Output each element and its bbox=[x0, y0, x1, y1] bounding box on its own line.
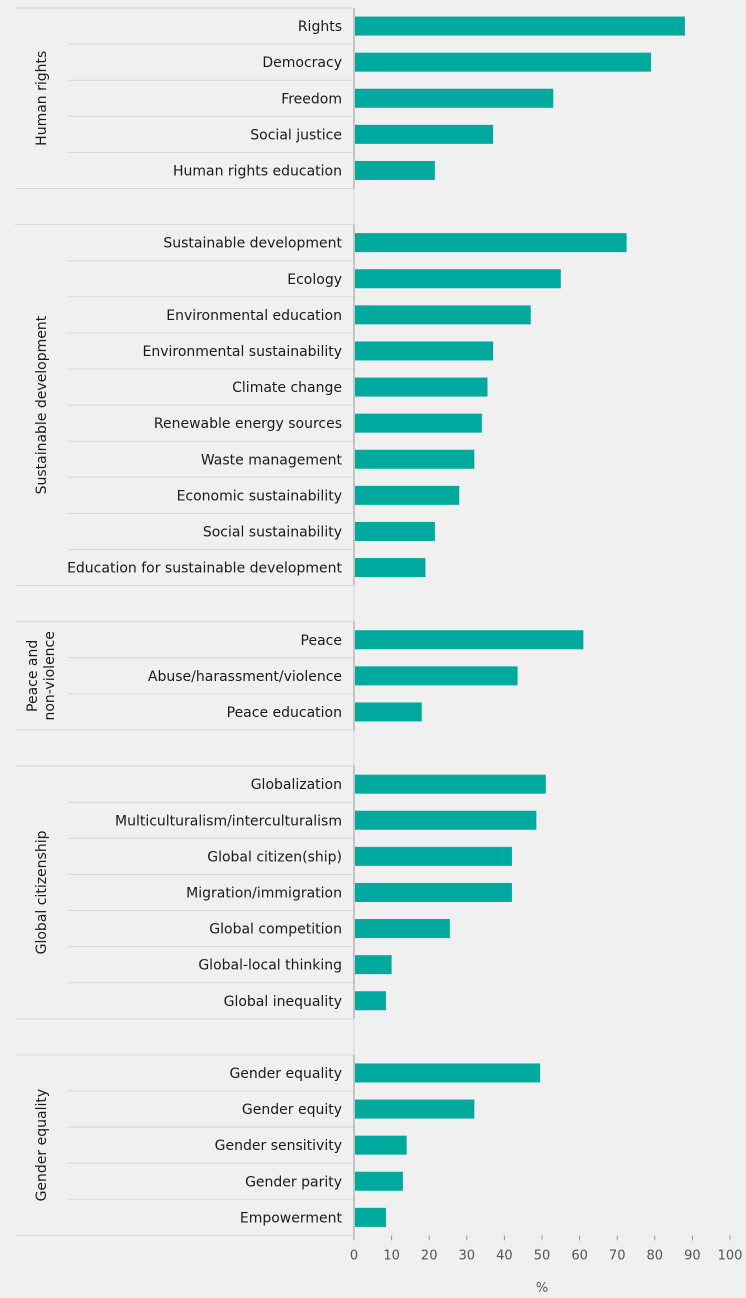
bar bbox=[355, 1099, 475, 1119]
group-label: Peace andnon-violence bbox=[25, 631, 58, 720]
category-label: Freedom bbox=[281, 91, 342, 107]
category-label: Gender equality bbox=[229, 1066, 342, 1082]
category-label: Abuse/harassment/violence bbox=[148, 669, 342, 685]
tick-label: 50 bbox=[534, 1248, 551, 1263]
tick-label: 30 bbox=[459, 1248, 476, 1263]
bar bbox=[355, 485, 460, 505]
tick-label: 40 bbox=[496, 1248, 513, 1263]
bar bbox=[355, 810, 537, 830]
bar bbox=[355, 16, 685, 36]
category-label: Peace education bbox=[227, 705, 342, 721]
separator-lines bbox=[15, 7, 355, 1236]
bar bbox=[355, 702, 422, 722]
bars-layer bbox=[355, 16, 685, 1227]
bar bbox=[355, 449, 475, 469]
bar bbox=[355, 1135, 407, 1155]
group-label: Human rights bbox=[34, 51, 50, 146]
group-label: Global citizenship bbox=[34, 830, 50, 954]
bar bbox=[355, 124, 494, 144]
bar bbox=[355, 377, 488, 397]
category-label: Gender parity bbox=[245, 1174, 342, 1190]
tick-label: 100 bbox=[718, 1248, 743, 1263]
category-label: Social justice bbox=[250, 127, 342, 143]
category-label: Sustainable development bbox=[163, 236, 342, 252]
tick-label: 20 bbox=[421, 1248, 438, 1263]
bar bbox=[355, 52, 652, 72]
category-label: Global citizen(ship) bbox=[207, 849, 342, 865]
bar bbox=[355, 1207, 386, 1227]
category-label: Empowerment bbox=[240, 1210, 343, 1226]
category-label: Global competition bbox=[209, 922, 342, 938]
category-label: Gender sensitivity bbox=[215, 1138, 342, 1154]
bar bbox=[355, 882, 512, 902]
category-label: Waste management bbox=[201, 452, 343, 468]
bar bbox=[355, 521, 435, 541]
tick-label: 80 bbox=[647, 1248, 664, 1263]
bar bbox=[355, 846, 512, 866]
category-label: Globalization bbox=[251, 777, 342, 793]
category-label: Peace bbox=[301, 633, 342, 649]
category-label: Social sustainability bbox=[203, 524, 342, 540]
x-axis-title: % bbox=[536, 1281, 548, 1296]
bar bbox=[355, 88, 554, 108]
bar bbox=[355, 1063, 541, 1083]
bar bbox=[355, 341, 494, 361]
category-label: Rights bbox=[298, 19, 342, 35]
bar bbox=[355, 413, 482, 433]
tick-label: 70 bbox=[609, 1248, 626, 1263]
category-label: Economic sustainability bbox=[177, 488, 342, 504]
bar bbox=[355, 666, 518, 686]
bar bbox=[355, 955, 392, 975]
bar bbox=[355, 630, 584, 650]
bar bbox=[355, 991, 386, 1011]
tick-label: 0 bbox=[350, 1248, 358, 1263]
category-label: Human rights education bbox=[173, 163, 342, 179]
category-label: Global inequality bbox=[224, 994, 342, 1010]
category-label: Environmental sustainability bbox=[142, 344, 342, 360]
tick-label: 60 bbox=[571, 1248, 588, 1263]
category-label: Migration/immigration bbox=[186, 885, 342, 901]
group-label: Sustainable development bbox=[34, 315, 50, 494]
group-label-line: Peace and bbox=[25, 640, 41, 712]
category-labels: Rights Democracy Freedom Social justice Huma… bbox=[67, 19, 342, 1226]
bar bbox=[355, 774, 546, 794]
group-label-line: non-violence bbox=[42, 631, 58, 720]
bar bbox=[355, 919, 450, 939]
category-label: Global-local thinking bbox=[198, 958, 342, 974]
tick-label: 10 bbox=[383, 1248, 400, 1263]
category-label: Multiculturalism/interculturalism bbox=[115, 813, 342, 829]
bar bbox=[355, 269, 561, 289]
bar bbox=[355, 558, 426, 578]
bar bbox=[355, 160, 435, 180]
category-label: Climate change bbox=[232, 380, 342, 396]
bar bbox=[355, 1171, 403, 1191]
category-label: Ecology bbox=[287, 272, 342, 288]
category-label: Renewable energy sources bbox=[154, 416, 342, 432]
category-label: Environmental education bbox=[166, 308, 342, 324]
category-label: Gender equity bbox=[242, 1102, 342, 1118]
tick-label: 90 bbox=[684, 1248, 701, 1263]
bar bbox=[355, 233, 627, 253]
category-label: Education for sustainable development bbox=[67, 561, 342, 577]
x-axis-ticks: 0 10 20 30 40 50 60 70 80 90 100 bbox=[350, 1235, 743, 1263]
group-label: Gender equality bbox=[34, 1089, 50, 1202]
group-labels: Human rights Sustainable development Peace… bbox=[25, 51, 58, 1202]
category-label: Democracy bbox=[262, 55, 342, 71]
bar bbox=[355, 305, 531, 325]
